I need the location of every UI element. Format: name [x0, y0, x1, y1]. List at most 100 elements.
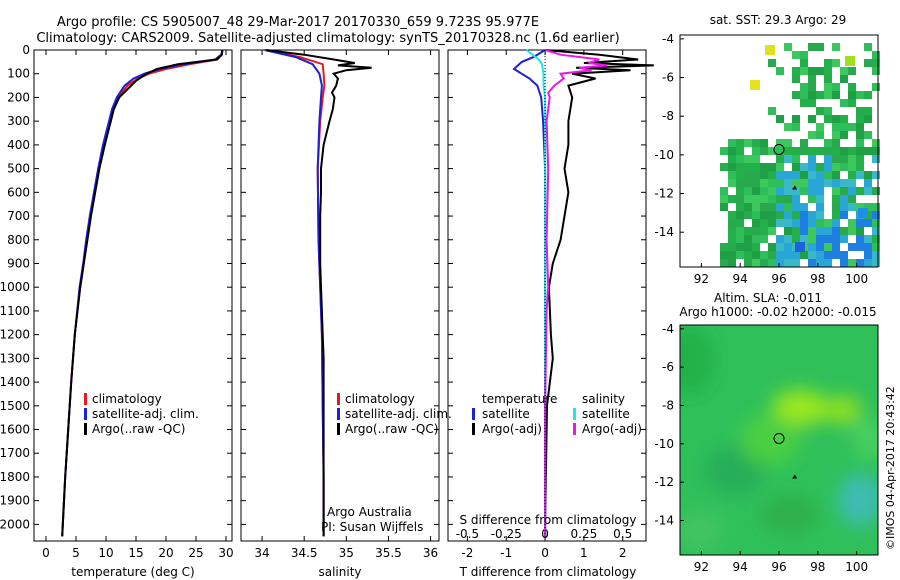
sst-pixel [736, 211, 744, 219]
sst-pixel [808, 115, 816, 123]
depth-tick-label: 1500 [0, 399, 30, 413]
series-line-argo-raw-qc- [61, 49, 224, 537]
legend-temperature-title: temperature [482, 392, 557, 406]
sst-pixel [800, 187, 808, 195]
depth-tick-label: 600 [7, 185, 30, 199]
sst-pixel [808, 187, 816, 195]
sst-pixel [728, 243, 736, 251]
sst-pixel [800, 139, 808, 147]
sst-pixel [832, 171, 840, 179]
map-lat-tick-label: -10 [654, 437, 674, 451]
sla-blob [680, 325, 715, 395]
sst-pixel [848, 203, 856, 211]
legend-satellite-swatch [84, 408, 87, 420]
series-line-satellite-adj-clim- [264, 49, 325, 537]
sst-pixel [736, 171, 744, 179]
sst-pixel [760, 139, 768, 147]
x-tick-label: 20 [158, 546, 173, 560]
sst-pixel [800, 251, 808, 259]
sst-pixel [856, 139, 864, 147]
sst-pixel [864, 171, 872, 179]
map-lon-tick-label: 94 [733, 272, 748, 286]
sst-pixel [848, 99, 856, 107]
sst-pixel [872, 243, 880, 251]
pi-label: PI: Susan Wijffels [321, 520, 423, 534]
sst-pixel [800, 179, 808, 187]
map-lon-tick-label: 92 [694, 560, 709, 574]
sst-pixel [792, 67, 800, 75]
sst-pixel [760, 235, 768, 243]
sla-blob [822, 396, 862, 424]
depth-tick-label: 1600 [0, 423, 30, 437]
map-lon-tick-label: 98 [810, 560, 825, 574]
legend-s-satellite-swatch [573, 408, 576, 420]
x-tick-label: 35 [339, 546, 354, 560]
sst-pixel [760, 163, 768, 171]
sst-pixel [768, 251, 776, 259]
sst-pixel [744, 203, 752, 211]
sst-pixel [736, 227, 744, 235]
sst-pixel [832, 179, 840, 187]
sst-pixel [792, 91, 800, 99]
series-line-satellite-adj-clim- [61, 49, 224, 537]
sst-pixel [752, 259, 760, 267]
sst-pixel [792, 171, 800, 179]
depth-tick-label: 1400 [0, 375, 30, 389]
sst-pixel [736, 187, 744, 195]
sst-pixel [808, 227, 816, 235]
sst-pixel [824, 163, 832, 171]
depth-tick-label: 400 [7, 138, 30, 152]
depth-tick-label: 500 [7, 162, 30, 176]
map-lon-tick-label: 100 [845, 272, 868, 286]
sst-pixel [872, 155, 880, 163]
sst-pixel [760, 219, 768, 227]
sst-pixel [832, 227, 840, 235]
sst-pixel [765, 45, 775, 55]
sst-pixel [864, 147, 872, 155]
sst-pixel [840, 179, 848, 187]
sst-pixel [744, 171, 752, 179]
sst-pixel [768, 243, 776, 251]
sst-pixel [776, 243, 784, 251]
sst-pixel [864, 243, 872, 251]
sst-pixel [744, 251, 752, 259]
sst-pixel [848, 163, 856, 171]
sst-pixel [768, 195, 776, 203]
sst-pixel [728, 195, 736, 203]
temperature-xlabel: temperature (deg C) [71, 565, 194, 579]
sst-pixel [776, 251, 784, 259]
sst-pixel [760, 187, 768, 195]
map-lat-tick-label: -10 [654, 148, 674, 162]
x-tick-label: 1 [580, 546, 588, 560]
sst-pixel [816, 235, 824, 243]
sst-pixel [816, 259, 824, 267]
sst-pixel [752, 219, 760, 227]
sst-pixel [752, 147, 760, 155]
sst-pixel [840, 147, 848, 155]
sst-pixel [792, 251, 800, 259]
sst-pixel [824, 259, 832, 267]
sst-pixel [832, 43, 840, 51]
sla-map-title-line2: Argo h1000: -0.02 h2000: -0.015 [679, 305, 876, 319]
depth-tick-label: 1200 [0, 328, 30, 342]
sst-pixel [856, 107, 864, 115]
sst-pixel [840, 235, 848, 243]
legend-s-satellite-label: satellite [582, 407, 630, 421]
sst-pixel [848, 187, 856, 195]
sst-pixel [840, 195, 848, 203]
sst-pixel [768, 203, 776, 211]
sst-pixel [800, 147, 808, 155]
sst-pixel [752, 139, 760, 147]
sst-pixel [760, 227, 768, 235]
sst-pixel [872, 203, 880, 211]
sla-map-title-line1: Altim. SLA: -0.011 [714, 291, 822, 305]
sst-pixel [784, 227, 792, 235]
sst-pixel [808, 243, 816, 251]
sst-pixel [744, 243, 752, 251]
sst-pixel [776, 171, 784, 179]
sst-pixel [816, 43, 824, 51]
sst-pixel [728, 163, 736, 171]
sst-pixel [856, 203, 864, 211]
sst-pixel [800, 235, 808, 243]
